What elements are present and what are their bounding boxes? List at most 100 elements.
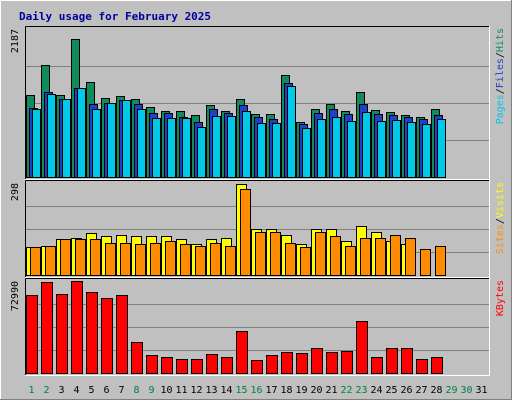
bar-sites-day-5 xyxy=(90,239,101,276)
bar-sites-day-25 xyxy=(390,235,401,276)
bar-pages-day-23 xyxy=(362,112,371,178)
bar-pages-day-7 xyxy=(122,100,131,178)
bar-sites-day-12 xyxy=(195,246,206,276)
bar-kbytes-day-28 xyxy=(431,357,443,374)
x-tick-label-23: 23 xyxy=(355,385,367,396)
bar-sites-day-27 xyxy=(420,249,431,276)
bar-pages-day-21 xyxy=(332,117,341,178)
x-tick-label-15: 15 xyxy=(235,385,247,396)
x-tick-label-9: 9 xyxy=(148,385,154,396)
x-tick-label-13: 13 xyxy=(205,385,217,396)
x-tick-label-7: 7 xyxy=(118,385,124,396)
y-max-label: 72990 xyxy=(10,281,21,311)
y-series-label-part: Files xyxy=(495,58,506,88)
bar-pages-day-11 xyxy=(182,118,191,178)
bar-kbytes-day-18 xyxy=(281,352,293,374)
bar-kbytes-day-1 xyxy=(26,295,38,374)
x-tick-label-4: 4 xyxy=(73,385,79,396)
bar-sites-day-2 xyxy=(45,246,56,276)
x-axis-tick-labels: 1 2 3 4 5 6 7 8 9 10 11 12 13 14 15 16 17 18 19 20 21 22 23 24 2… xyxy=(28,385,487,396)
x-tick-label-8: 8 xyxy=(133,385,139,396)
bar-pages-day-1 xyxy=(32,109,41,178)
x-tick-label-16: 16 xyxy=(250,385,262,396)
x-tick-label-3: 3 xyxy=(58,385,64,396)
x-tick-label-19: 19 xyxy=(295,385,307,396)
bar-sites-day-10 xyxy=(165,241,176,276)
bar-pages-day-19 xyxy=(302,128,311,178)
x-tick-label-1: 1 xyxy=(28,385,34,396)
bar-kbytes-day-21 xyxy=(326,352,338,374)
bar-sites-day-20 xyxy=(315,232,326,276)
x-tick-label-11: 11 xyxy=(175,385,187,396)
x-tick-label-30: 30 xyxy=(460,385,472,396)
y-series-label-part: Hits xyxy=(495,28,506,52)
bar-pages-day-10 xyxy=(167,118,176,178)
bar-sites-day-1 xyxy=(30,247,41,276)
x-tick-label-2: 2 xyxy=(43,385,49,396)
bar-pages-day-26 xyxy=(407,122,416,178)
bar-kbytes-day-23 xyxy=(356,321,368,374)
y-max-label: 2187 xyxy=(10,29,21,53)
bar-sites-day-18 xyxy=(285,243,296,276)
bar-pages-day-9 xyxy=(152,118,161,178)
bar-kbytes-day-8 xyxy=(131,342,143,374)
bar-kbytes-day-3 xyxy=(56,294,68,374)
bar-kbytes-day-10 xyxy=(161,357,173,374)
bar-pages-day-22 xyxy=(347,121,356,178)
bar-kbytes-day-5 xyxy=(86,292,98,374)
bar-kbytes-day-25 xyxy=(386,348,398,374)
bar-pages-day-28 xyxy=(437,119,446,178)
bar-sites-day-15 xyxy=(240,189,251,276)
y-series-label: Pages/Files/Hits xyxy=(495,28,506,124)
bar-sites-day-11 xyxy=(180,244,191,276)
x-tick-label-28: 28 xyxy=(430,385,442,396)
y-series-label: KBytes xyxy=(495,280,506,316)
bar-kbytes-day-16 xyxy=(251,360,263,374)
x-tick-label-24: 24 xyxy=(370,385,382,396)
x-tick-label-25: 25 xyxy=(385,385,397,396)
bar-sites-day-6 xyxy=(105,243,116,276)
bar-kbytes-day-7 xyxy=(116,295,128,374)
bar-sites-day-17 xyxy=(270,232,281,276)
bar-kbytes-day-22 xyxy=(341,351,353,374)
bar-pages-day-25 xyxy=(392,120,401,178)
panel-1: 2187 Pages/Files/Hits xyxy=(10,26,506,180)
bar-pages-day-24 xyxy=(377,121,386,178)
bar-sites-day-26 xyxy=(405,238,416,276)
bar-kbytes-day-20 xyxy=(311,348,323,374)
bar-pages-day-27 xyxy=(422,124,431,178)
bar-pages-day-2 xyxy=(47,94,56,178)
x-tick-label-31: 31 xyxy=(475,385,487,396)
bar-sites-day-22 xyxy=(345,246,356,276)
bar-pages-day-17 xyxy=(272,123,281,178)
y-series-label: Sites/Visits xyxy=(495,182,506,254)
bar-kbytes-day-13 xyxy=(206,354,218,374)
bar-sites-day-14 xyxy=(225,246,236,276)
y-series-label-part: Visits xyxy=(495,182,506,218)
bar-sites-day-23 xyxy=(360,238,371,276)
bar-kbytes-day-12 xyxy=(191,359,203,374)
bar-kbytes-day-17 xyxy=(266,355,278,374)
bar-kbytes-day-27 xyxy=(416,359,428,374)
panel-3: 72990 KBytes xyxy=(10,278,506,376)
bar-sites-day-13 xyxy=(210,243,221,276)
x-tick-label-21: 21 xyxy=(325,385,337,396)
x-tick-label-5: 5 xyxy=(88,385,94,396)
x-tick-label-14: 14 xyxy=(220,385,232,396)
bar-sites-day-4 xyxy=(75,239,86,276)
x-tick-label-20: 20 xyxy=(310,385,322,396)
bar-sites-day-8 xyxy=(135,244,146,276)
bar-kbytes-day-19 xyxy=(296,353,308,374)
x-tick-label-22: 22 xyxy=(340,385,352,396)
x-tick-label-26: 26 xyxy=(400,385,412,396)
bar-sites-day-21 xyxy=(330,236,341,276)
bar-kbytes-day-4 xyxy=(71,281,83,374)
bar-pages-day-13 xyxy=(212,116,221,178)
bar-pages-day-16 xyxy=(257,123,266,178)
x-tick-label-29: 29 xyxy=(445,385,457,396)
y-max-label: 298 xyxy=(10,183,21,201)
bar-pages-day-20 xyxy=(317,119,326,178)
bar-pages-day-14 xyxy=(227,116,236,178)
bar-sites-day-24 xyxy=(375,238,386,276)
bar-pages-day-8 xyxy=(137,109,146,178)
